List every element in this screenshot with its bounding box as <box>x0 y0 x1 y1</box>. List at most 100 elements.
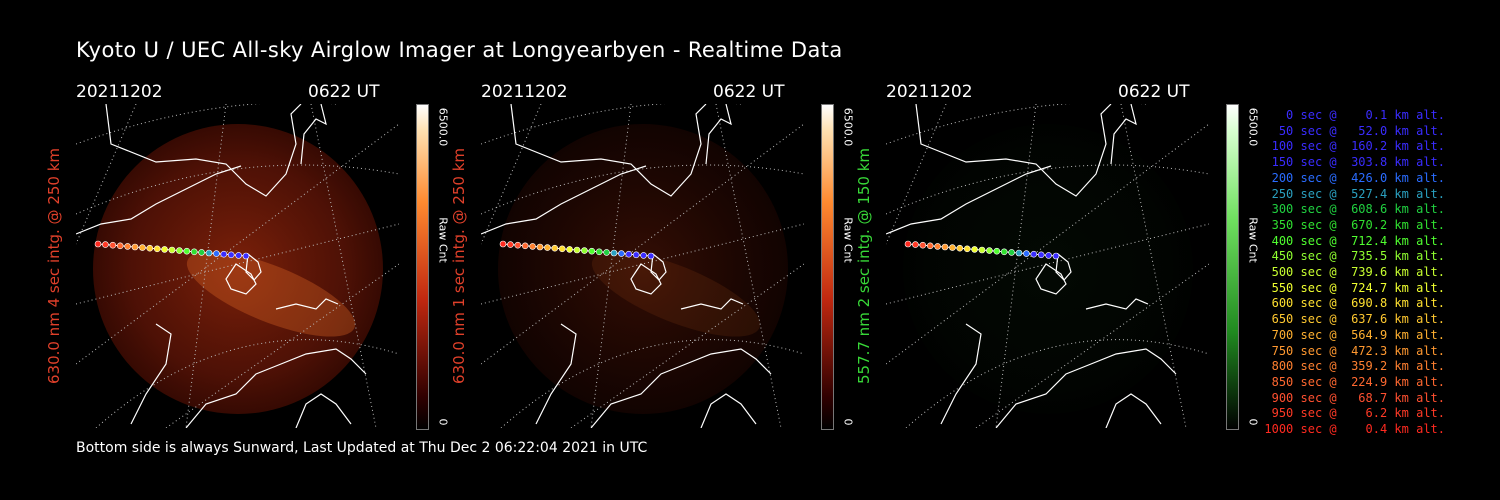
trajectory-point <box>1008 249 1015 256</box>
legend-entry: 250 sec @ 527.4 km alt. <box>1271 186 1445 201</box>
trajectory-point <box>971 246 978 253</box>
legend-entry: 700 sec @ 564.9 km alt. <box>1271 327 1445 342</box>
trajectory-point <box>507 241 514 248</box>
trajectory-point <box>595 248 603 256</box>
aurora-patch <box>591 251 761 337</box>
trajectory-point <box>919 241 927 249</box>
legend-entry: 450 sec @ 735.5 km alt. <box>1271 249 1445 264</box>
trajectory-point <box>116 242 124 250</box>
trajectory-point <box>514 241 522 249</box>
legend-entry: 650 sec @ 637.6 km alt. <box>1271 312 1445 327</box>
aurora-patch <box>186 251 356 337</box>
colorbar-max: 6500.0 <box>436 107 450 147</box>
trajectory-point <box>610 249 618 257</box>
trajectory-track <box>94 240 250 260</box>
map-svg <box>481 104 804 428</box>
trajectory-point <box>161 246 168 253</box>
panel-time: 0622 UT <box>308 82 380 102</box>
trajectory-point <box>168 246 176 254</box>
trajectory-point <box>242 252 250 260</box>
trajectory-point <box>205 249 213 257</box>
colorbar-min: 0 <box>841 418 855 426</box>
map-svg <box>886 104 1209 428</box>
coastline <box>886 104 1177 428</box>
colorbar <box>821 104 834 430</box>
trajectory-point <box>1015 249 1023 257</box>
trajectory-point <box>94 240 102 248</box>
trajectory-point <box>1045 252 1052 259</box>
panel-date: 20211202 <box>76 82 163 102</box>
trajectory-point <box>139 244 146 251</box>
trajectory-point <box>235 252 242 259</box>
trajectory-point <box>573 246 581 254</box>
legend-entry: 750 sec @ 472.3 km alt. <box>1271 343 1445 358</box>
trajectory-point <box>978 246 986 254</box>
trajectory-point <box>558 245 566 253</box>
trajectory-point <box>581 247 588 254</box>
trajectory-point <box>1052 252 1060 260</box>
trajectory-point <box>124 243 131 250</box>
trajectory-track <box>904 240 1060 260</box>
legend-entry: 350 sec @ 670.2 km alt. <box>1271 217 1445 232</box>
trajectory-point <box>632 251 640 259</box>
colorbar-min: 0 <box>436 418 450 426</box>
panel-ylabel: 630.0 nm 1 sec intg. @ 250 km <box>450 147 468 385</box>
trajectory-point <box>647 252 655 260</box>
legend-entry: 400 sec @ 712.4 km alt. <box>1271 233 1445 248</box>
trajectory-point <box>521 242 529 250</box>
panel-ylabel: 557.7 nm 2 sec intg. @ 150 km <box>855 147 873 385</box>
trajectory-legend: 0 sec @ 0.1 km alt. 50 sec @ 52.0 km alt.… <box>1255 108 1445 438</box>
trajectory-point <box>220 250 228 258</box>
legend-entry: 950 sec @ 6.2 km alt. <box>1271 406 1445 421</box>
trajectory-point <box>499 240 507 248</box>
trajectory-point <box>544 244 551 251</box>
trajectory-point <box>529 243 536 250</box>
latlon-grid <box>481 104 804 428</box>
trajectory-point <box>551 244 559 252</box>
legend-entry: 900 sec @ 68.7 km alt. <box>1271 390 1445 405</box>
trajectory-point <box>912 241 919 248</box>
panel-date: 20211202 <box>481 82 568 102</box>
trajectory-point <box>926 242 934 250</box>
trajectory-point <box>131 243 139 251</box>
allsky-image <box>76 104 399 428</box>
trajectory-point <box>963 245 971 253</box>
coastline <box>76 104 367 428</box>
trajectory-track <box>499 240 655 260</box>
colorbar-unit: Raw Cnt <box>841 217 855 263</box>
legend-entry: 50 sec @ 52.0 km alt. <box>1278 123 1445 138</box>
trajectory-point <box>213 250 220 257</box>
latlon-grid <box>76 104 399 428</box>
legend-entry: 100 sec @ 160.2 km alt. <box>1271 139 1445 154</box>
trajectory-point <box>183 247 191 255</box>
panel-630-4sec: 20211202 0622 UT 630.0 nm 4 sec intg. @ … <box>45 80 516 440</box>
trajectory-point <box>146 244 154 252</box>
trajectory-point <box>949 244 956 251</box>
panel-date: 20211202 <box>886 82 973 102</box>
legend-entry: 800 sec @ 359.2 km alt. <box>1271 359 1445 374</box>
trajectory-point <box>956 244 964 252</box>
trajectory-point <box>1023 250 1030 257</box>
allsky-field <box>903 124 1193 414</box>
trajectory-point <box>176 247 183 254</box>
legend-entry: 600 sec @ 690.8 km alt. <box>1271 296 1445 311</box>
panel-time: 0622 UT <box>1118 82 1190 102</box>
allsky-field <box>93 124 383 414</box>
page-title: Kyoto U / UEC All-sky Airglow Imager at … <box>76 38 843 62</box>
trajectory-point <box>1000 248 1008 256</box>
panel-630-1sec: 20211202 0622 UT 630.0 nm 1 sec intg. @ … <box>450 80 921 440</box>
colorbar-unit: Raw Cnt <box>436 217 450 263</box>
trajectory-point <box>618 250 625 257</box>
legend-entry: 1000 sec @ 0.4 km alt. <box>1264 422 1445 437</box>
trajectory-point <box>993 247 1001 255</box>
trajectory-point <box>227 251 235 259</box>
footer-status: Bottom side is always Sunward, Last Upda… <box>76 440 648 456</box>
panel-557-2sec: 20211202 0622 UT 557.7 nm 2 sec intg. @ … <box>855 80 1326 440</box>
legend-entry: 550 sec @ 724.7 km alt. <box>1271 280 1445 295</box>
map-svg <box>76 104 399 428</box>
legend-entry: 500 sec @ 739.6 km alt. <box>1271 265 1445 280</box>
colorbar <box>1226 104 1239 430</box>
trajectory-point <box>198 249 205 256</box>
trajectory-point <box>102 241 109 248</box>
legend-entry: 300 sec @ 608.6 km alt. <box>1271 202 1445 217</box>
